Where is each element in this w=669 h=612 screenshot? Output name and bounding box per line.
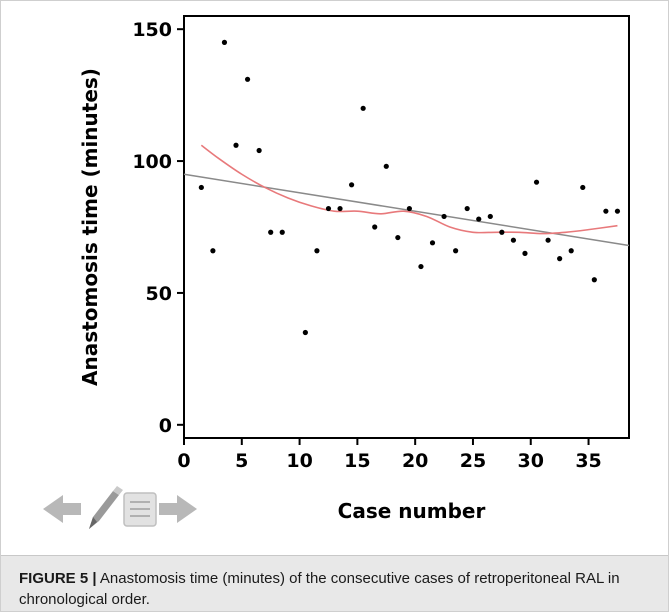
data-point [302,329,308,336]
data-point [268,229,274,235]
arrow-left-icon[interactable] [43,495,81,523]
y-axis-label: Anastomosis time (minutes) [78,68,102,386]
data-point [325,205,332,212]
caption-label: FIGURE 5 | [19,570,97,587]
data-point [580,184,586,191]
y-tick-label: 150 [132,19,172,41]
data-point [256,147,262,154]
data-point [210,248,216,254]
data-point [487,213,493,220]
data-point [557,256,563,262]
y-tick-label: 100 [132,151,172,173]
data-point [233,142,239,148]
data-point [591,277,597,283]
data-point [314,248,320,254]
x-tick-label: 5 [235,450,248,472]
figure-caption: FIGURE 5 | Anastomosis time (minutes) of… [1,555,668,611]
data-point [522,250,528,256]
data-point [568,248,574,254]
y-tick-label: 50 [146,283,172,305]
data-point [429,240,436,246]
data-point [418,263,424,270]
data-point [510,237,517,243]
data-point [614,208,621,214]
data-point [476,216,482,222]
data-point [337,205,343,212]
data-point [383,163,389,169]
notes-icon[interactable] [123,492,157,527]
pencil-icon[interactable] [89,486,123,529]
data-point [545,237,551,243]
data-point [406,205,412,212]
data-point [464,205,470,212]
arrow-right-icon[interactable] [159,495,197,523]
data-point [603,208,609,214]
x-tick-label: 15 [344,450,370,472]
data-point [279,229,285,235]
data-point [221,39,228,45]
data-point [198,184,204,191]
smooth-trend-line [200,144,618,235]
x-tick-label: 35 [575,450,601,472]
x-tick-label: 20 [402,450,428,472]
x-axis-label: Case number [338,499,486,523]
scatter-chart: 0 5 10 15 20 25 30 35 0 50 100 150 Case number Anasto… [43,15,630,529]
data-point [499,229,505,235]
linear-trend-line [183,173,630,247]
data-point [244,76,251,82]
x-tick-label: 0 [177,450,190,472]
y-tick-label: 0 [159,415,172,437]
data-point [360,105,366,111]
x-tick-label: 10 [286,450,312,472]
x-tick-label: 30 [518,450,544,472]
data-point [441,213,447,220]
data-point [372,224,378,230]
plot-area [183,15,630,439]
data-point [348,182,355,188]
data-point [395,234,401,241]
x-tick-label: 25 [460,450,486,472]
data-point [453,248,459,254]
caption-text: Anastomosis time (minutes) of the consec… [19,570,620,608]
data-point [533,179,540,185]
